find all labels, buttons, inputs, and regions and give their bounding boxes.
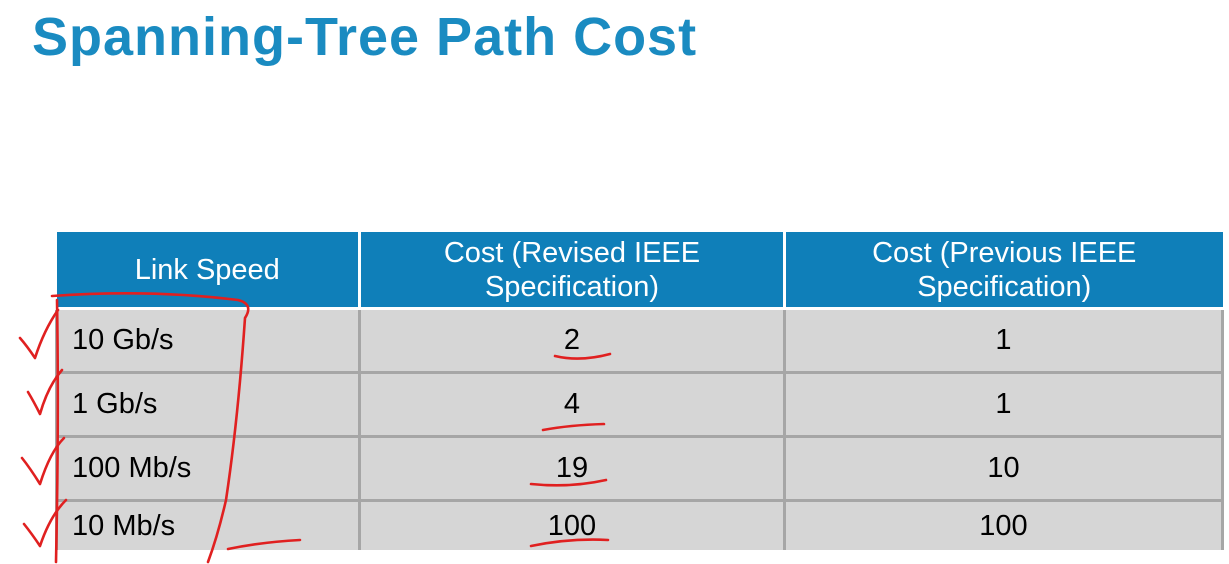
header-revised-cost: Cost (Revised IEEE Specification): [358, 232, 786, 310]
revised-cost-cell: 4: [358, 371, 786, 438]
link-speed-cell: 10 Mb/s: [55, 499, 361, 550]
previous-cost-cell: 1: [783, 371, 1224, 438]
table-row: 100 Mb/s 19 10: [55, 435, 1224, 502]
table-header-row: Link Speed Cost (Revised IEEE Specificat…: [56, 232, 1223, 310]
revised-cost-cell: 2: [358, 307, 786, 374]
previous-cost-cell: 1: [783, 307, 1224, 374]
link-speed-cell: 10 Gb/s: [55, 307, 361, 374]
table-row: 10 Gb/s 2 1: [55, 307, 1224, 374]
slide-title: Spanning-Tree Path Cost: [32, 7, 698, 67]
previous-cost-cell: 10: [783, 435, 1224, 502]
link-speed-cell: 1 Gb/s: [55, 371, 361, 438]
revised-cost-cell: 19: [358, 435, 786, 502]
header-link-speed: Link Speed: [56, 232, 361, 310]
table-row: 1 Gb/s 4 1: [55, 371, 1224, 438]
link-speed-cell: 100 Mb/s: [55, 435, 361, 502]
checkmark-icon: [18, 308, 60, 360]
table-row: 10 Mb/s 100 100: [55, 499, 1224, 550]
path-cost-table: Link Speed Cost (Revised IEEE Specificat…: [55, 232, 1224, 550]
revised-cost-cell: 100: [358, 499, 786, 550]
previous-cost-cell: 100: [783, 499, 1224, 550]
header-previous-cost: Cost (Previous IEEE Specification): [783, 232, 1223, 310]
